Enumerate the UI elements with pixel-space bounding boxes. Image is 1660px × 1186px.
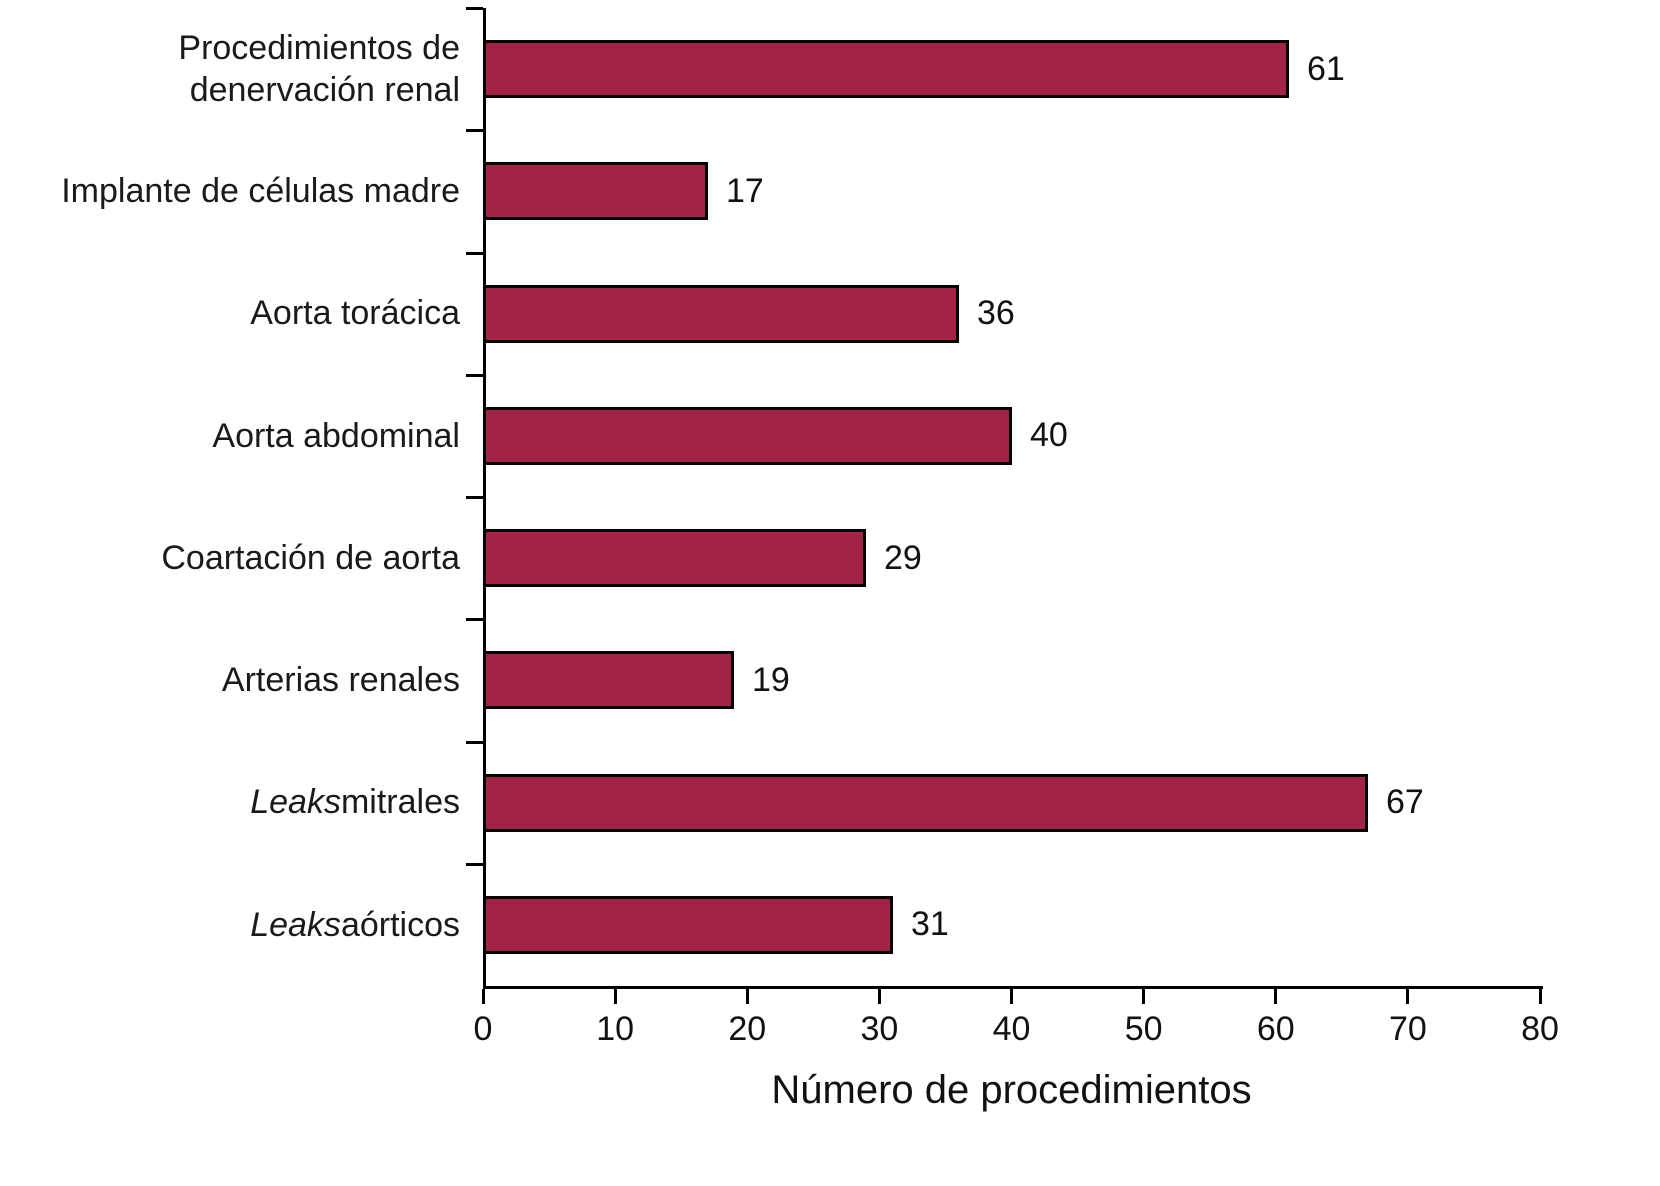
category-label: Coartación de aorta [161, 538, 460, 577]
y-axis-tick [466, 373, 483, 377]
y-axis-tick [466, 618, 483, 622]
x-axis-tick [481, 989, 485, 1004]
y-axis-tick [466, 251, 483, 255]
bar [483, 773, 1368, 832]
bar [483, 406, 1012, 465]
plot-area [483, 8, 1543, 989]
x-tick-label: 60 [1256, 1010, 1295, 1048]
x-tick-label: 50 [1124, 1010, 1163, 1048]
category-label: Arterias renales [221, 661, 460, 700]
x-axis-title: Número de procedimientos [771, 1068, 1252, 1112]
bar [483, 162, 708, 221]
value-label: 19 [752, 660, 790, 699]
x-axis-tick [1406, 989, 1410, 1004]
value-label: 31 [911, 905, 949, 944]
category-label: Leaks aórticos [250, 905, 460, 944]
y-axis-tick [466, 129, 483, 133]
value-label: 40 [1030, 416, 1068, 455]
bar [483, 651, 734, 710]
value-label: 61 [1307, 49, 1345, 88]
x-tick-label: 70 [1388, 1010, 1427, 1048]
bar [483, 529, 866, 588]
x-tick-label: 20 [728, 1010, 767, 1048]
x-axis-tick [1538, 989, 1542, 1004]
category-label: Implante de células madre [61, 172, 460, 211]
category-label: Procedimientos de denervación renal [178, 28, 460, 110]
value-label: 36 [977, 294, 1015, 333]
x-axis-tick [1274, 989, 1278, 1004]
bar [483, 284, 959, 343]
x-tick-label: 40 [992, 1010, 1031, 1048]
x-axis-tick [1010, 989, 1013, 1004]
value-label: 67 [1386, 783, 1424, 822]
category-label: Leaks mitrales [250, 783, 460, 822]
x-axis-tick [745, 989, 749, 1004]
value-label: 17 [726, 171, 764, 210]
bar [483, 40, 1289, 99]
category-label: Aorta abdominal [212, 416, 460, 455]
y-axis-tick [466, 740, 483, 744]
x-axis-tick [1142, 989, 1146, 1004]
x-axis-tick [613, 989, 617, 1004]
x-tick-label: 30 [860, 1010, 899, 1048]
y-axis-tick [466, 7, 483, 10]
y-axis-tick [466, 862, 483, 866]
x-tick-label: 10 [596, 1010, 635, 1048]
bar [483, 895, 893, 954]
x-tick-label: 80 [1521, 1010, 1559, 1048]
category-label: Aorta torácica [250, 294, 460, 333]
x-axis-tick [877, 989, 881, 1004]
x-tick-label: 0 [473, 1010, 493, 1048]
y-axis-tick [466, 496, 483, 499]
value-label: 29 [884, 538, 922, 577]
